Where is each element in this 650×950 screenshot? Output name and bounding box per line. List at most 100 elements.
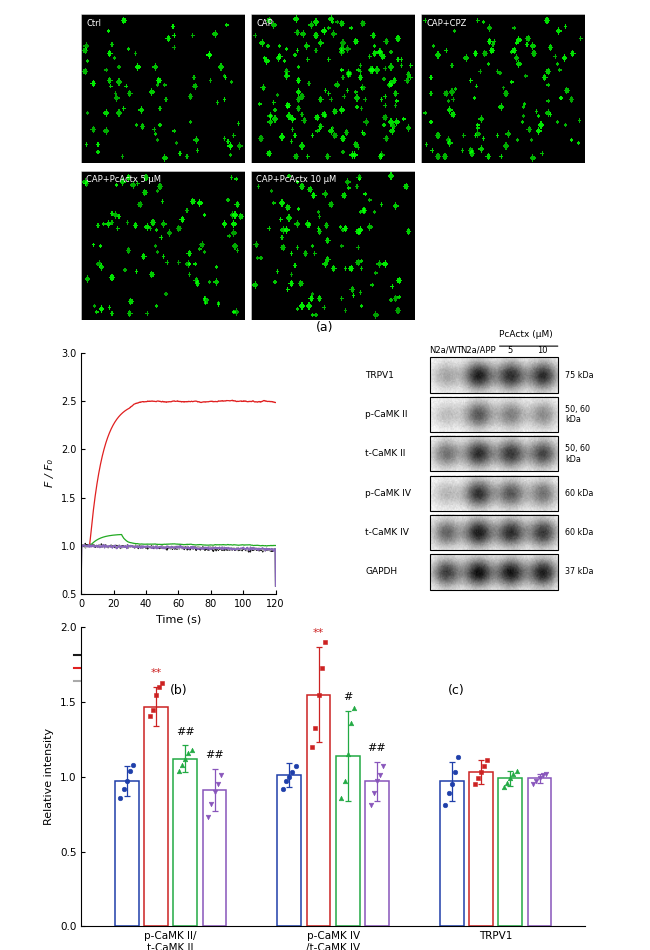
Point bbox=[453, 750, 463, 765]
Text: 60 kDa: 60 kDa bbox=[565, 488, 593, 498]
Bar bbox=[203, 790, 226, 926]
Point bbox=[343, 747, 353, 762]
Bar bbox=[430, 476, 558, 511]
Text: ##: ## bbox=[205, 750, 224, 760]
Point bbox=[450, 765, 460, 780]
Point bbox=[538, 768, 548, 783]
Point bbox=[339, 773, 350, 788]
Bar bbox=[115, 781, 138, 926]
Text: ##: ## bbox=[176, 727, 194, 736]
Bar bbox=[430, 554, 558, 590]
Point bbox=[291, 759, 301, 774]
Text: 50, 60
kDa: 50, 60 kDa bbox=[565, 405, 590, 424]
Point bbox=[476, 765, 486, 780]
Text: (c): (c) bbox=[448, 684, 465, 697]
Text: Ctrl: Ctrl bbox=[86, 19, 101, 28]
Text: p-CaMK IV: p-CaMK IV bbox=[365, 488, 411, 498]
Point bbox=[174, 763, 184, 778]
Point bbox=[284, 770, 294, 785]
Point bbox=[118, 781, 129, 796]
Text: N2a/WT: N2a/WT bbox=[429, 346, 462, 354]
Text: (a): (a) bbox=[317, 321, 333, 334]
Point bbox=[479, 759, 489, 774]
Point bbox=[534, 770, 545, 786]
Text: 60 kDa: 60 kDa bbox=[565, 528, 593, 537]
Point bbox=[151, 687, 161, 702]
Point bbox=[375, 768, 385, 783]
Text: N2a/APP: N2a/APP bbox=[460, 346, 496, 354]
Text: PcActx (μM): PcActx (μM) bbox=[499, 330, 553, 339]
Point bbox=[499, 780, 509, 795]
Bar bbox=[365, 781, 389, 926]
Point bbox=[447, 777, 457, 792]
Point bbox=[180, 751, 190, 767]
Point bbox=[125, 763, 135, 778]
Bar bbox=[430, 515, 558, 550]
Point bbox=[469, 777, 480, 792]
Point bbox=[128, 757, 138, 772]
Point bbox=[177, 757, 187, 772]
Point bbox=[307, 739, 317, 754]
Bar bbox=[144, 707, 168, 926]
Text: 5: 5 bbox=[508, 346, 513, 354]
Text: CAP: CAP bbox=[256, 19, 273, 28]
Point bbox=[440, 798, 450, 813]
Point bbox=[310, 720, 320, 735]
Point bbox=[154, 679, 164, 694]
Bar bbox=[307, 694, 330, 926]
Bar bbox=[430, 397, 558, 432]
Point bbox=[320, 635, 330, 650]
Point bbox=[508, 767, 519, 782]
Point bbox=[287, 765, 298, 780]
Point bbox=[278, 781, 288, 796]
Point bbox=[209, 784, 220, 799]
Point bbox=[148, 702, 158, 717]
Point bbox=[313, 687, 324, 702]
Point bbox=[369, 786, 379, 801]
Point bbox=[122, 773, 132, 788]
Text: (b): (b) bbox=[170, 684, 187, 697]
Point bbox=[144, 708, 155, 723]
Point bbox=[531, 773, 541, 788]
Point bbox=[187, 742, 197, 757]
Text: CAP+PcActx 5 μM: CAP+PcActx 5 μM bbox=[86, 175, 161, 184]
Point bbox=[157, 675, 168, 691]
Point bbox=[372, 773, 382, 788]
Text: 37 kDa: 37 kDa bbox=[565, 567, 593, 577]
Text: #: # bbox=[343, 693, 352, 702]
Point bbox=[541, 767, 551, 782]
Point bbox=[281, 773, 291, 788]
Bar bbox=[440, 781, 463, 926]
Text: 50, 60
kDa: 50, 60 kDa bbox=[565, 444, 590, 464]
Point bbox=[213, 777, 223, 792]
Bar bbox=[430, 357, 558, 392]
Y-axis label: Relative intensity: Relative intensity bbox=[44, 729, 54, 826]
Bar bbox=[528, 778, 551, 926]
Bar bbox=[336, 756, 359, 926]
Point bbox=[443, 786, 454, 801]
Point bbox=[473, 770, 483, 786]
Legend: Ctrl, CAP, CPZ, PcActx 5 μM, PcActx 10 μM: Ctrl, CAP, CPZ, PcActx 5 μM, PcActx 10 μ… bbox=[71, 647, 214, 691]
Text: 10: 10 bbox=[537, 346, 547, 354]
Text: GAPDH: GAPDH bbox=[365, 567, 397, 577]
Text: TRPV1: TRPV1 bbox=[365, 370, 394, 380]
Point bbox=[482, 752, 493, 768]
Y-axis label: F / F₀: F / F₀ bbox=[46, 460, 55, 487]
Text: CAP+CPZ: CAP+CPZ bbox=[426, 19, 467, 28]
Bar bbox=[174, 759, 197, 926]
Point bbox=[206, 796, 216, 811]
Text: **: ** bbox=[150, 668, 162, 678]
Point bbox=[183, 746, 194, 761]
Point bbox=[216, 768, 226, 783]
Point bbox=[115, 790, 125, 806]
Bar bbox=[499, 778, 522, 926]
Text: p-CaMK II: p-CaMK II bbox=[365, 410, 408, 419]
Point bbox=[378, 759, 389, 774]
Point bbox=[502, 775, 512, 790]
Point bbox=[505, 770, 515, 786]
Point bbox=[336, 790, 346, 806]
Point bbox=[349, 700, 359, 715]
Text: ##: ## bbox=[368, 743, 386, 753]
Point bbox=[317, 660, 327, 675]
Text: **: ** bbox=[313, 628, 324, 637]
